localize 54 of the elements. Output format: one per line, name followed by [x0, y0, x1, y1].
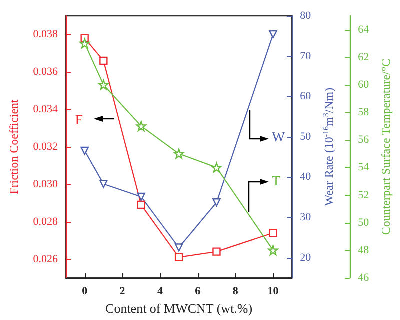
point — [268, 245, 278, 256]
y3-tick-label: 58 — [358, 106, 370, 119]
point — [174, 148, 184, 159]
y-tick-label: 0.028 — [33, 216, 58, 228]
annotation: W — [272, 130, 286, 146]
point — [269, 30, 278, 39]
point — [98, 80, 109, 90]
y2-tick-label: 40 — [300, 171, 312, 184]
x-tick-label: 6 — [195, 286, 202, 298]
point — [100, 180, 108, 188]
point — [137, 200, 146, 210]
y3-tick-label: 54 — [358, 162, 370, 174]
y3-tick-label: 64 — [358, 24, 370, 36]
y3-tick-label: 62 — [358, 51, 370, 64]
y2-tick-label: 30 — [300, 212, 312, 224]
point — [80, 38, 90, 49]
annotation: T — [272, 174, 281, 190]
y-tick-label: 0.034 — [33, 104, 58, 116]
point — [212, 198, 221, 207]
point — [80, 146, 89, 156]
y-tick-label: 0.032 — [33, 141, 58, 153]
point — [174, 253, 184, 262]
y3-tick-label: 48 — [358, 244, 370, 256]
y3-tick-label: 56 — [358, 134, 370, 146]
y2-axis-title: Wear Rate (10-16m3/Nm) — [322, 88, 336, 206]
point — [269, 228, 278, 238]
point — [212, 162, 222, 173]
y-axis-title: Friction Coefficient — [7, 98, 21, 194]
y2-tick-label: 60 — [300, 90, 312, 103]
x-tick-label: 4 — [157, 286, 164, 298]
x-tick-label: 0 — [82, 286, 88, 298]
x-tick-label: 2 — [120, 286, 126, 298]
point — [174, 244, 184, 252]
y-tick-label: 0.038 — [33, 28, 58, 41]
y3-tick-label: 46 — [358, 272, 370, 284]
y2-tick-label: 70 — [300, 50, 312, 62]
y3-tick-label: 52 — [358, 189, 370, 202]
x-axis-title: Content of MWCNT (wt.%) — [106, 301, 253, 316]
y-tick-label: 0.036 — [33, 66, 58, 78]
y3-tick-label: 50 — [358, 216, 370, 229]
point — [137, 192, 146, 202]
annotation: F — [75, 114, 84, 128]
y2-tick-label: 20 — [300, 252, 312, 264]
y-tick-label: 0.030 — [33, 178, 58, 190]
y2-tick-label: 80 — [300, 10, 312, 22]
point — [100, 56, 108, 66]
y3-axis-title: Counterpart Surface Temperature/°C — [379, 58, 393, 236]
y2-tick-label: 50 — [300, 130, 312, 143]
point — [136, 121, 146, 132]
y3-tick-label: 60 — [358, 78, 370, 91]
point — [212, 248, 221, 256]
x-tick-label: 10 — [268, 286, 280, 298]
x-tick-label: 8 — [232, 286, 239, 298]
y-tick-label: 0.026 — [33, 253, 58, 266]
